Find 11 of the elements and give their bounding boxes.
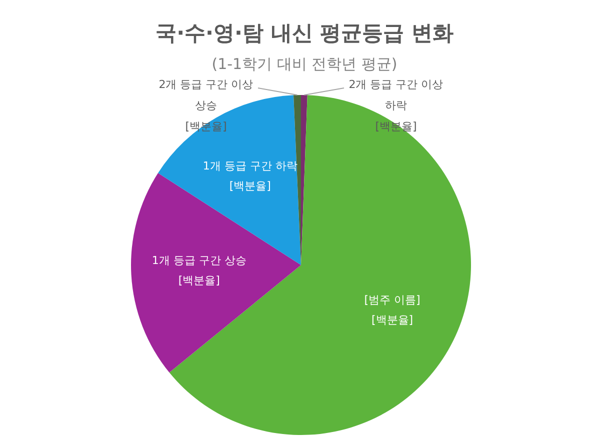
pie-slice <box>169 95 471 435</box>
slice-label: 2개 등급 구간 이상 하락 <box>348 78 444 112</box>
data-label: [백분율] <box>178 274 220 287</box>
data-label: [백분율] <box>229 180 271 193</box>
slice-label: 1개 등급 구간 상승 <box>152 254 246 267</box>
pie-slice <box>131 173 301 373</box>
slice-label: 2개 등급 구간 이상 상승 <box>158 78 254 112</box>
slice-label: [범주 이름] <box>364 293 420 306</box>
data-label: [백분율] <box>372 313 414 326</box>
chart-subtitle: (1-1학기 대비 전학년 평균) <box>212 55 398 73</box>
chart-title: 국·수·영·탐 내신 평균등급 변화 <box>156 21 454 45</box>
